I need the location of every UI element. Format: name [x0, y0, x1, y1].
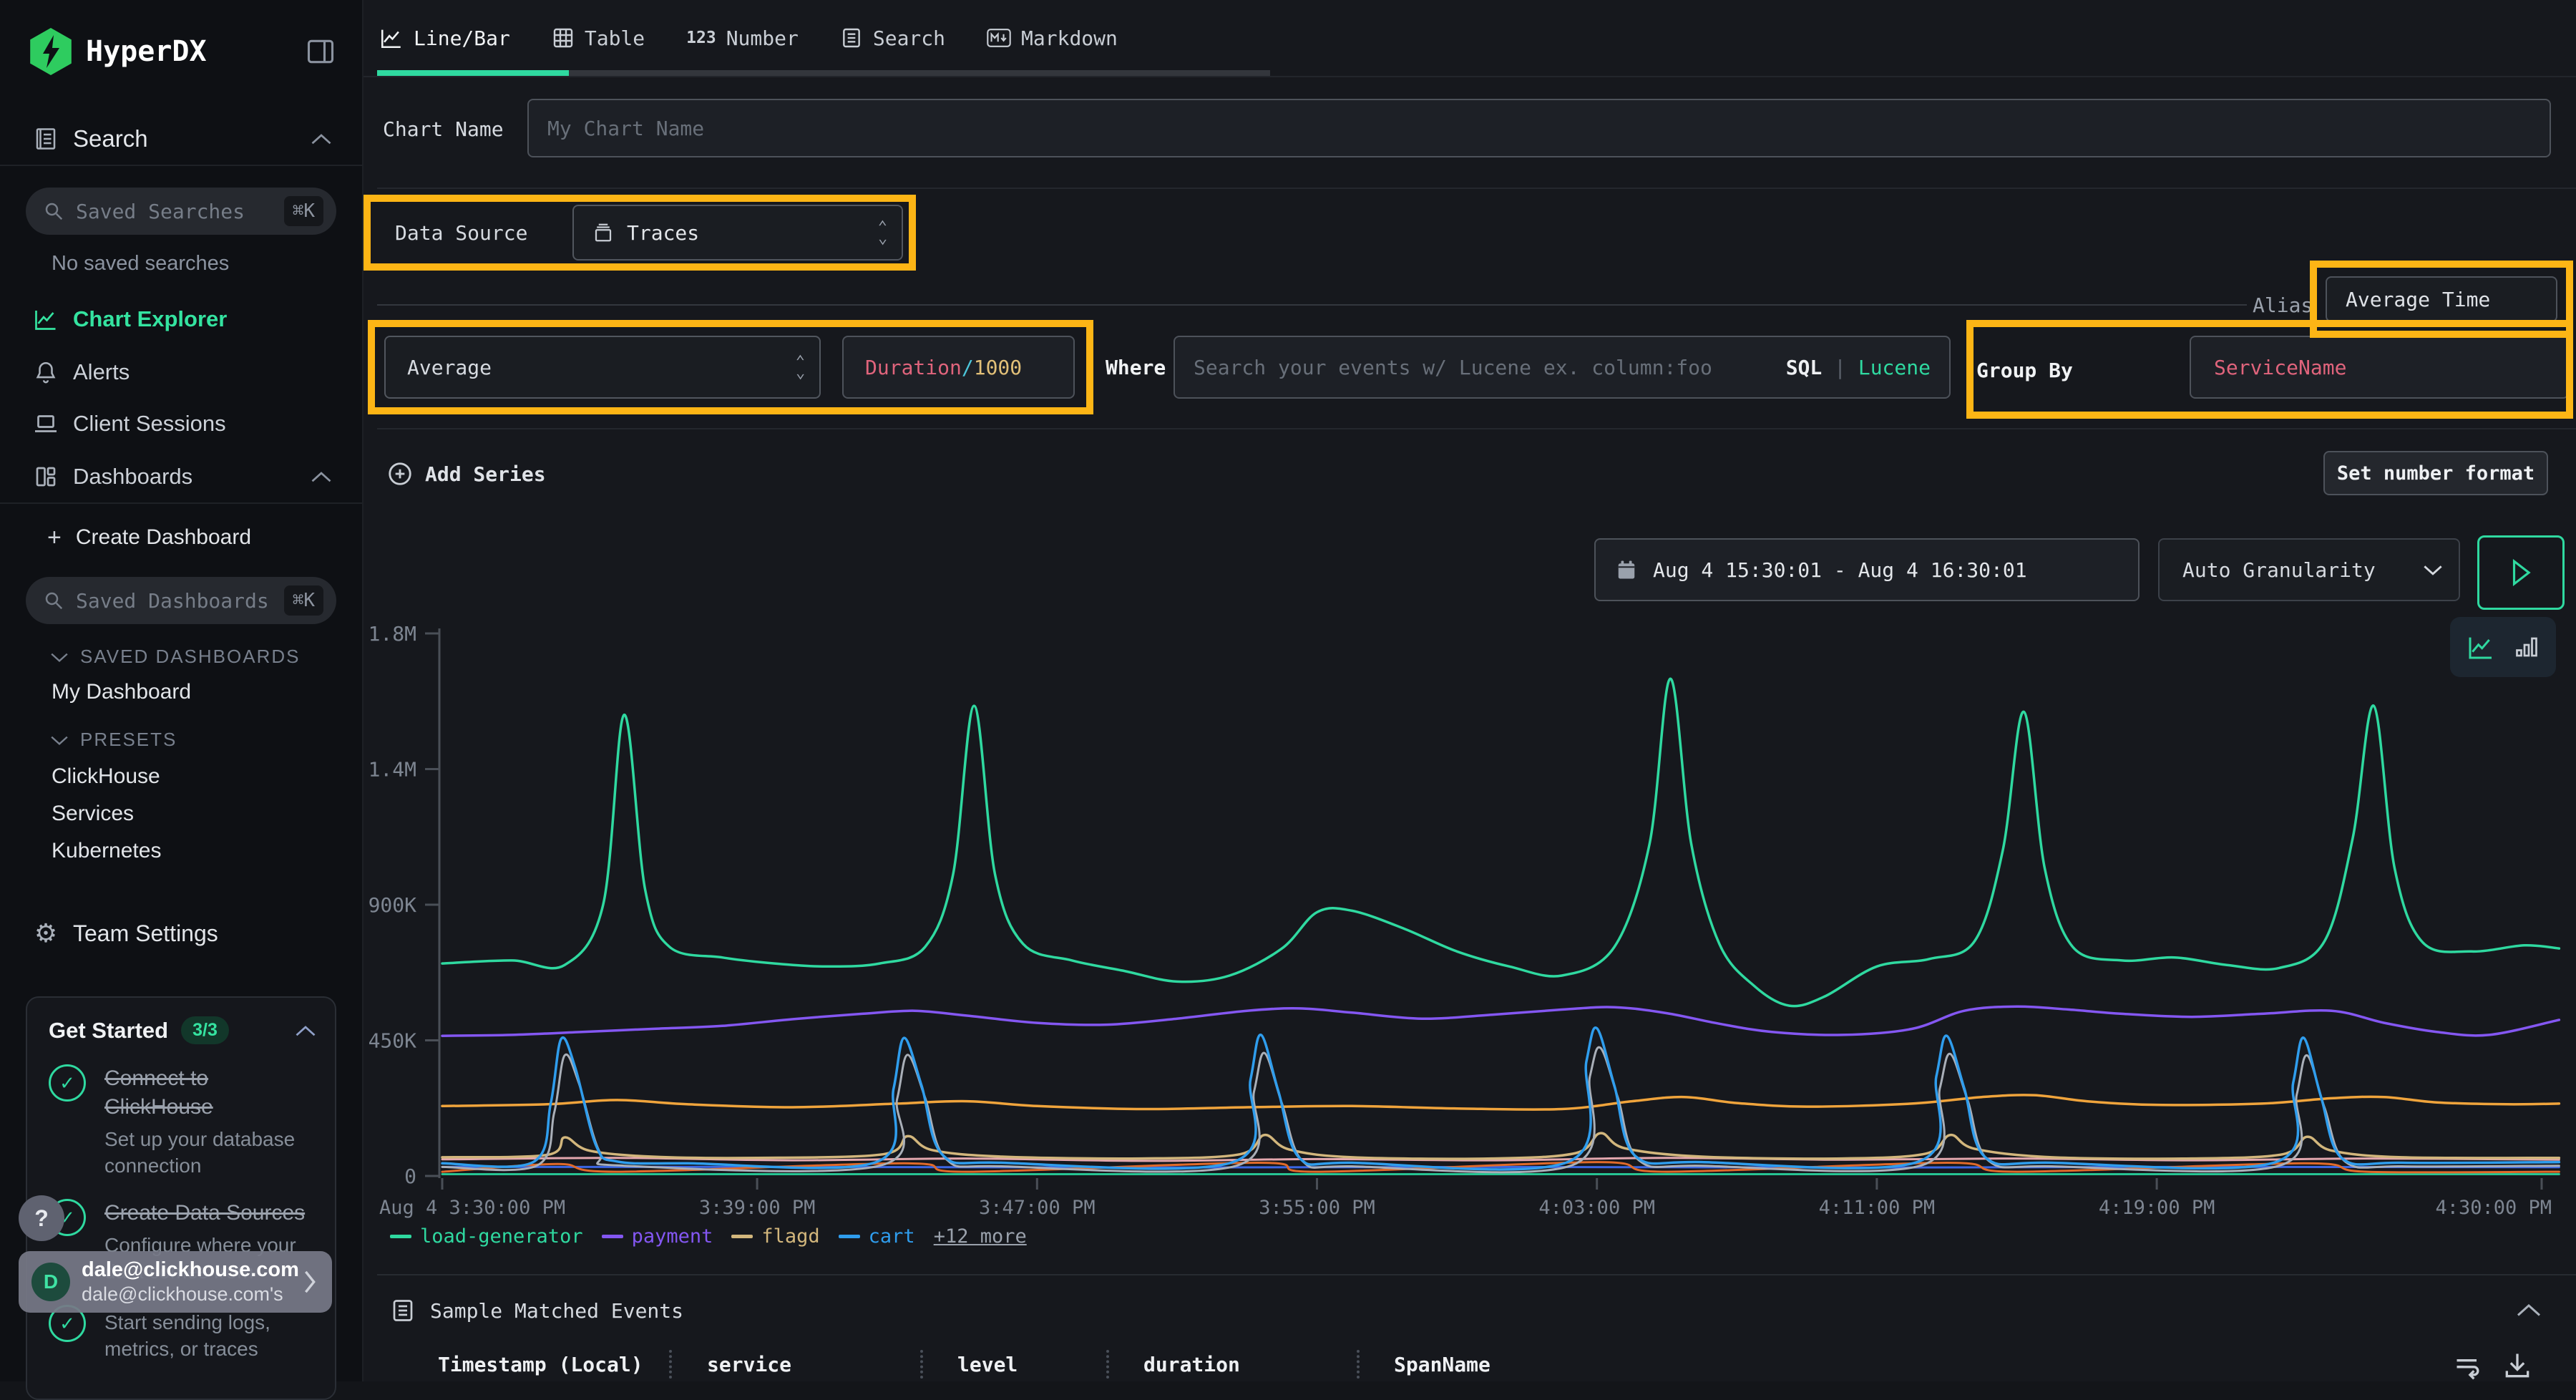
user-menu[interactable]: D dale@clickhouse.com dale@clickhouse.co…	[19, 1251, 332, 1313]
play-icon	[2509, 559, 2533, 586]
line-chart-icon[interactable]	[2467, 633, 2495, 661]
column-header-spanname[interactable]: SpanName	[1394, 1353, 1491, 1376]
date-range-picker[interactable]: Aug 4 15:30:01 - Aug 4 16:30:01	[1594, 538, 2140, 601]
column-header-duration[interactable]: duration	[1143, 1353, 1240, 1376]
line-chart[interactable]: 1.8M 1.4M 900K 450K 0 Aug 4 3:30:00 PM 3:39:00…	[0, 0, 2576, 1381]
legend-item[interactable]: cart	[839, 1225, 915, 1248]
svg-text:3:39:00 PM: 3:39:00 PM	[699, 1197, 816, 1219]
legend-swatch	[602, 1235, 623, 1238]
calendar-icon	[1616, 558, 1637, 581]
add-series-button[interactable]: Add Series	[386, 455, 546, 492]
legend-item[interactable]: flagd	[731, 1225, 819, 1248]
legend-label: flagd	[761, 1225, 819, 1248]
svg-text:4:19:00 PM: 4:19:00 PM	[2099, 1197, 2215, 1219]
date-range-value: Aug 4 15:30:01 - Aug 4 16:30:01	[1653, 558, 2027, 582]
user-sub-label: dale@clickhouse.com's	[82, 1282, 299, 1306]
svg-text:1.4M: 1.4M	[369, 758, 416, 782]
chevron-down-icon	[2423, 563, 2443, 576]
svg-text:4:03:00 PM: 4:03:00 PM	[1538, 1197, 1655, 1219]
chevron-right-icon	[302, 1270, 318, 1294]
set-number-format-label: Set number format	[2337, 462, 2534, 485]
bar-chart-icon[interactable]	[2514, 633, 2540, 661]
user-email: dale@clickhouse.com	[82, 1258, 299, 1282]
legend-label: load-generator	[420, 1225, 583, 1248]
add-series-label: Add Series	[425, 462, 546, 486]
download-icon[interactable]	[2502, 1350, 2533, 1381]
legend-label: cart	[869, 1225, 915, 1248]
granularity-value: Auto Granularity	[2182, 558, 2376, 582]
collapse-panel-icon[interactable]	[2516, 1301, 2542, 1318]
svg-text:Aug 4 3:30:00 PM: Aug 4 3:30:00 PM	[379, 1197, 565, 1219]
svg-text:0: 0	[404, 1165, 416, 1188]
svg-text:3:47:00 PM: 3:47:00 PM	[979, 1197, 1096, 1219]
events-panel-title: Sample Matched Events	[430, 1299, 683, 1323]
column-resize-handle[interactable]	[920, 1350, 923, 1379]
svg-text:4:30:00 PM: 4:30:00 PM	[2435, 1197, 2552, 1219]
column-resize-handle[interactable]	[1357, 1350, 1360, 1379]
column-header-level[interactable]: level	[957, 1353, 1018, 1376]
svg-text:1.8M: 1.8M	[369, 622, 416, 646]
run-query-button[interactable]	[2477, 535, 2565, 610]
events-panel-header: Sample Matched Events	[390, 1297, 683, 1324]
svg-text:900K: 900K	[369, 893, 417, 917]
legend-item[interactable]: payment	[602, 1225, 713, 1248]
svg-text:4:11:00 PM: 4:11:00 PM	[1819, 1197, 1936, 1219]
column-header-timestamp[interactable]: Timestamp (Local)	[438, 1353, 643, 1376]
column-header-service[interactable]: service	[707, 1353, 791, 1376]
help-label: ?	[34, 1205, 49, 1232]
legend-swatch	[731, 1235, 753, 1238]
avatar: D	[31, 1263, 70, 1301]
legend-swatch	[390, 1235, 411, 1238]
plus-circle-icon	[386, 460, 414, 487]
set-number-format-button[interactable]: Set number format	[2323, 451, 2548, 495]
column-resize-handle[interactable]	[1106, 1350, 1109, 1379]
legend-label: payment	[632, 1225, 713, 1248]
chart-style-toggle	[2450, 617, 2556, 677]
legend-swatch	[839, 1235, 860, 1238]
chart-legend: load-generator payment flagd cart +12 mo…	[390, 1225, 1027, 1248]
svg-text:450K: 450K	[369, 1029, 417, 1053]
svg-text:3:55:00 PM: 3:55:00 PM	[1259, 1197, 1375, 1219]
legend-more-link[interactable]: +12 more	[934, 1225, 1027, 1248]
wrap-lines-icon[interactable]	[2453, 1350, 2484, 1381]
column-resize-handle[interactable]	[669, 1350, 672, 1379]
legend-item[interactable]: load-generator	[390, 1225, 583, 1248]
help-button[interactable]: ?	[19, 1195, 64, 1241]
document-list-icon	[390, 1297, 416, 1324]
granularity-select[interactable]: Auto Granularity	[2158, 538, 2460, 601]
